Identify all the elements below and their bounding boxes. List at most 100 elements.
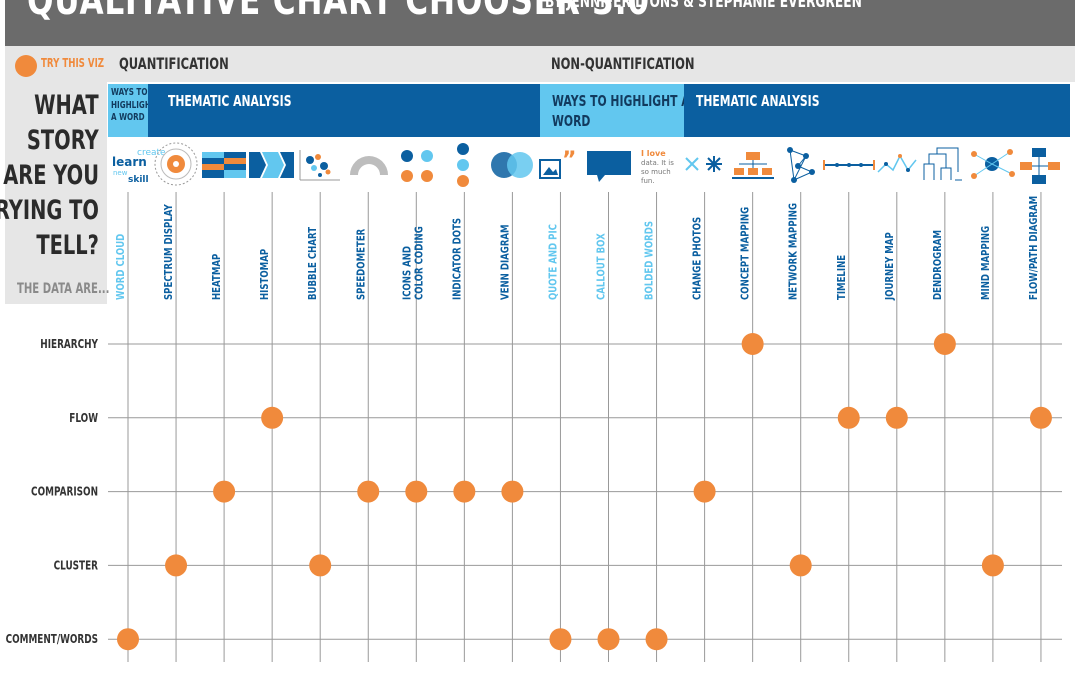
svg-text:JOURNEY MAP: JOURNEY MAP bbox=[884, 232, 896, 301]
speedometer-icon bbox=[350, 156, 388, 175]
question-line-1: WHAT bbox=[34, 90, 99, 121]
column-label-journey-map: JOURNEY MAP bbox=[884, 232, 896, 301]
quote-and-pic-icon: ” bbox=[539, 148, 576, 179]
band-2-label: THEMATIC ANALYSIS bbox=[168, 92, 292, 110]
match-dot-cluster-mind-mapping bbox=[981, 554, 1004, 577]
section-quantification: QUANTIFICATION bbox=[119, 54, 229, 73]
column-label-quote-and-pic: QUOTE AND PIC bbox=[548, 224, 560, 300]
match-dot-comparison-indicator-dots bbox=[453, 480, 476, 503]
callout-box-icon bbox=[587, 151, 631, 182]
svg-text:CONCEPT MAPPING: CONCEPT MAPPING bbox=[740, 207, 752, 300]
svg-text:TIMELINE: TIMELINE bbox=[836, 255, 848, 300]
match-dot-flow-flow-path-diagram bbox=[1029, 406, 1052, 429]
timeline-icon bbox=[823, 160, 875, 170]
svg-text:BOLDED WORDS: BOLDED WORDS bbox=[644, 221, 656, 300]
row-labels: HIERARCHY FLOW COMPARISON CLUSTER COMMENT/WO… bbox=[6, 338, 99, 647]
match-dot-hierarchy-concept-mapping bbox=[741, 333, 764, 355]
bubble-chart-icon bbox=[299, 150, 340, 181]
svg-text:learn: learn bbox=[112, 155, 147, 169]
icons-color-coding-icon bbox=[401, 150, 433, 182]
match-dot-comment-words-quote-and-pic bbox=[549, 628, 572, 651]
svg-text:WORD CLOUD: WORD CLOUD bbox=[115, 234, 127, 300]
svg-text:HEATMAP: HEATMAP bbox=[211, 254, 223, 300]
svg-text:SPEEDOMETER: SPEEDOMETER bbox=[355, 228, 367, 300]
match-dot-flow-histomap bbox=[261, 406, 284, 429]
indicator-dots-icon bbox=[457, 143, 469, 187]
row-label-comparison: COMPARISON bbox=[31, 485, 98, 499]
match-dot-flow-timeline bbox=[837, 406, 860, 429]
grid-layer bbox=[108, 192, 1062, 662]
svg-text:data. It is: data. It is bbox=[641, 159, 674, 167]
spectrum-display-icon bbox=[154, 142, 198, 186]
svg-text:I love: I love bbox=[641, 149, 666, 158]
svg-text:create: create bbox=[137, 148, 166, 158]
svg-text:FLOW/PATH DIAGRAM: FLOW/PATH DIAGRAM bbox=[1028, 196, 1040, 300]
column-label-bolded-words: BOLDED WORDS bbox=[644, 221, 656, 300]
svg-text:COLOR CODING: COLOR CODING bbox=[413, 226, 425, 300]
page-title: QUALITATIVE CHART CHOOSER 3.0 bbox=[27, 0, 650, 24]
column-label-indicator-dots: INDICATOR DOTS bbox=[451, 218, 463, 300]
question-line-3: ARE YOU bbox=[3, 160, 99, 191]
column-label-histomap: HISTOMAP bbox=[259, 249, 271, 300]
column-label-heatmap: HEATMAP bbox=[211, 254, 223, 300]
row-label-comment-words: COMMENT/WORDS bbox=[6, 633, 98, 647]
svg-text:VENN DIAGRAM: VENN DIAGRAM bbox=[499, 224, 511, 300]
column-label-dendrogram: DENDROGRAM bbox=[932, 230, 944, 300]
column-label-venn-diagram: VENN DIAGRAM bbox=[499, 224, 511, 300]
row-label-hierarchy: HIERARCHY bbox=[40, 338, 98, 352]
network-mapping-icon bbox=[787, 147, 815, 183]
section-row: TRY THIS VIZ QUANTIFICATION NON-QUANTIFI… bbox=[5, 46, 1075, 82]
concept-mapping-icon bbox=[732, 152, 774, 179]
match-dot-hierarchy-dendrogram bbox=[933, 333, 956, 355]
svg-text:”: ” bbox=[562, 148, 576, 173]
match-dot-cluster-bubble-chart bbox=[309, 554, 332, 577]
row-label-cluster: CLUSTER bbox=[54, 559, 98, 573]
icon-row: create learn new skill bbox=[112, 142, 1060, 187]
histomap-icon bbox=[249, 152, 294, 178]
svg-text:CALLOUT BOX: CALLOUT BOX bbox=[596, 233, 608, 300]
column-label-concept-mapping: CONCEPT MAPPING bbox=[740, 207, 752, 300]
heatmap-icon bbox=[202, 152, 246, 178]
band-highlight-word-left: WAYS TO HIGHLIGHT A WORD bbox=[108, 84, 156, 137]
band-thematic-left: THEMATIC ANALYSIS bbox=[148, 84, 540, 137]
column-label-change-photos: CHANGE PHOTOS bbox=[692, 217, 704, 300]
svg-text:HISTOMAP: HISTOMAP bbox=[259, 249, 271, 300]
match-dot-comparison-speedometer bbox=[357, 480, 380, 503]
column-label-bubble-chart: BUBBLE CHART bbox=[307, 227, 319, 300]
column-label-spectrum-display: SPECTRUM DISPLAY bbox=[163, 203, 175, 300]
column-label-icons-and-color-coding: ICONS AND COLOR CODING bbox=[401, 226, 425, 300]
band-thematic-right: THEMATIC ANALYSIS bbox=[684, 84, 1070, 137]
svg-text:BUBBLE CHART: BUBBLE CHART bbox=[307, 227, 319, 300]
title-bar: QUALITATIVE CHART CHOOSER 3.0 BY JENNIFE… bbox=[5, 0, 1075, 46]
try-viz-label: TRY THIS VIZ bbox=[41, 56, 105, 70]
match-dot-comment-words-word-cloud bbox=[117, 628, 139, 651]
word-cloud-icon: create learn new skill bbox=[112, 148, 166, 185]
question-line-4: TRYING TO bbox=[0, 195, 99, 226]
mind-mapping-icon bbox=[971, 149, 1015, 179]
band-1-line-3: A WORD bbox=[111, 112, 145, 123]
match-dot-cluster-spectrum-display bbox=[165, 554, 188, 577]
match-dot-comment-words-callout-box bbox=[597, 628, 620, 651]
svg-text:skill: skill bbox=[128, 175, 149, 185]
svg-text:so much: so much bbox=[641, 168, 671, 176]
svg-text:QUOTE AND PIC: QUOTE AND PIC bbox=[548, 224, 560, 300]
match-dot-comparison-change-photos bbox=[693, 480, 716, 503]
match-dot-comparison-venn-diagram bbox=[501, 480, 524, 503]
match-dot-comparison-icons-and-color-coding bbox=[405, 480, 428, 503]
column-labels: WORD CLOUD SPECTRUM DISPLAY HEATMAP HISTOMA… bbox=[115, 196, 1040, 301]
match-dot-flow-journey-map bbox=[885, 406, 908, 429]
match-dot-cluster-network-mapping bbox=[789, 554, 812, 577]
byline: BY JENNIFER LYONS & STEPHANIE EVERGREEN bbox=[545, 0, 862, 12]
column-label-speedometer: SPEEDOMETER bbox=[355, 228, 367, 300]
band-1-line-1: WAYS TO bbox=[111, 87, 148, 98]
band-4-label: THEMATIC ANALYSIS bbox=[696, 92, 820, 110]
question-line-5: TELL? bbox=[36, 230, 99, 261]
bolded-words-icon: I love data. It is so much fun. bbox=[641, 149, 674, 185]
svg-text:DENDROGRAM: DENDROGRAM bbox=[932, 230, 944, 300]
svg-text:MIND MAPPING: MIND MAPPING bbox=[980, 226, 992, 300]
svg-text:NETWORK MAPPING: NETWORK MAPPING bbox=[788, 203, 800, 300]
svg-text:CHANGE PHOTOS: CHANGE PHOTOS bbox=[692, 217, 704, 300]
flow-path-diagram-icon bbox=[1020, 148, 1060, 184]
band-3-line-1: WAYS TO HIGHLIGHT A bbox=[552, 92, 690, 110]
